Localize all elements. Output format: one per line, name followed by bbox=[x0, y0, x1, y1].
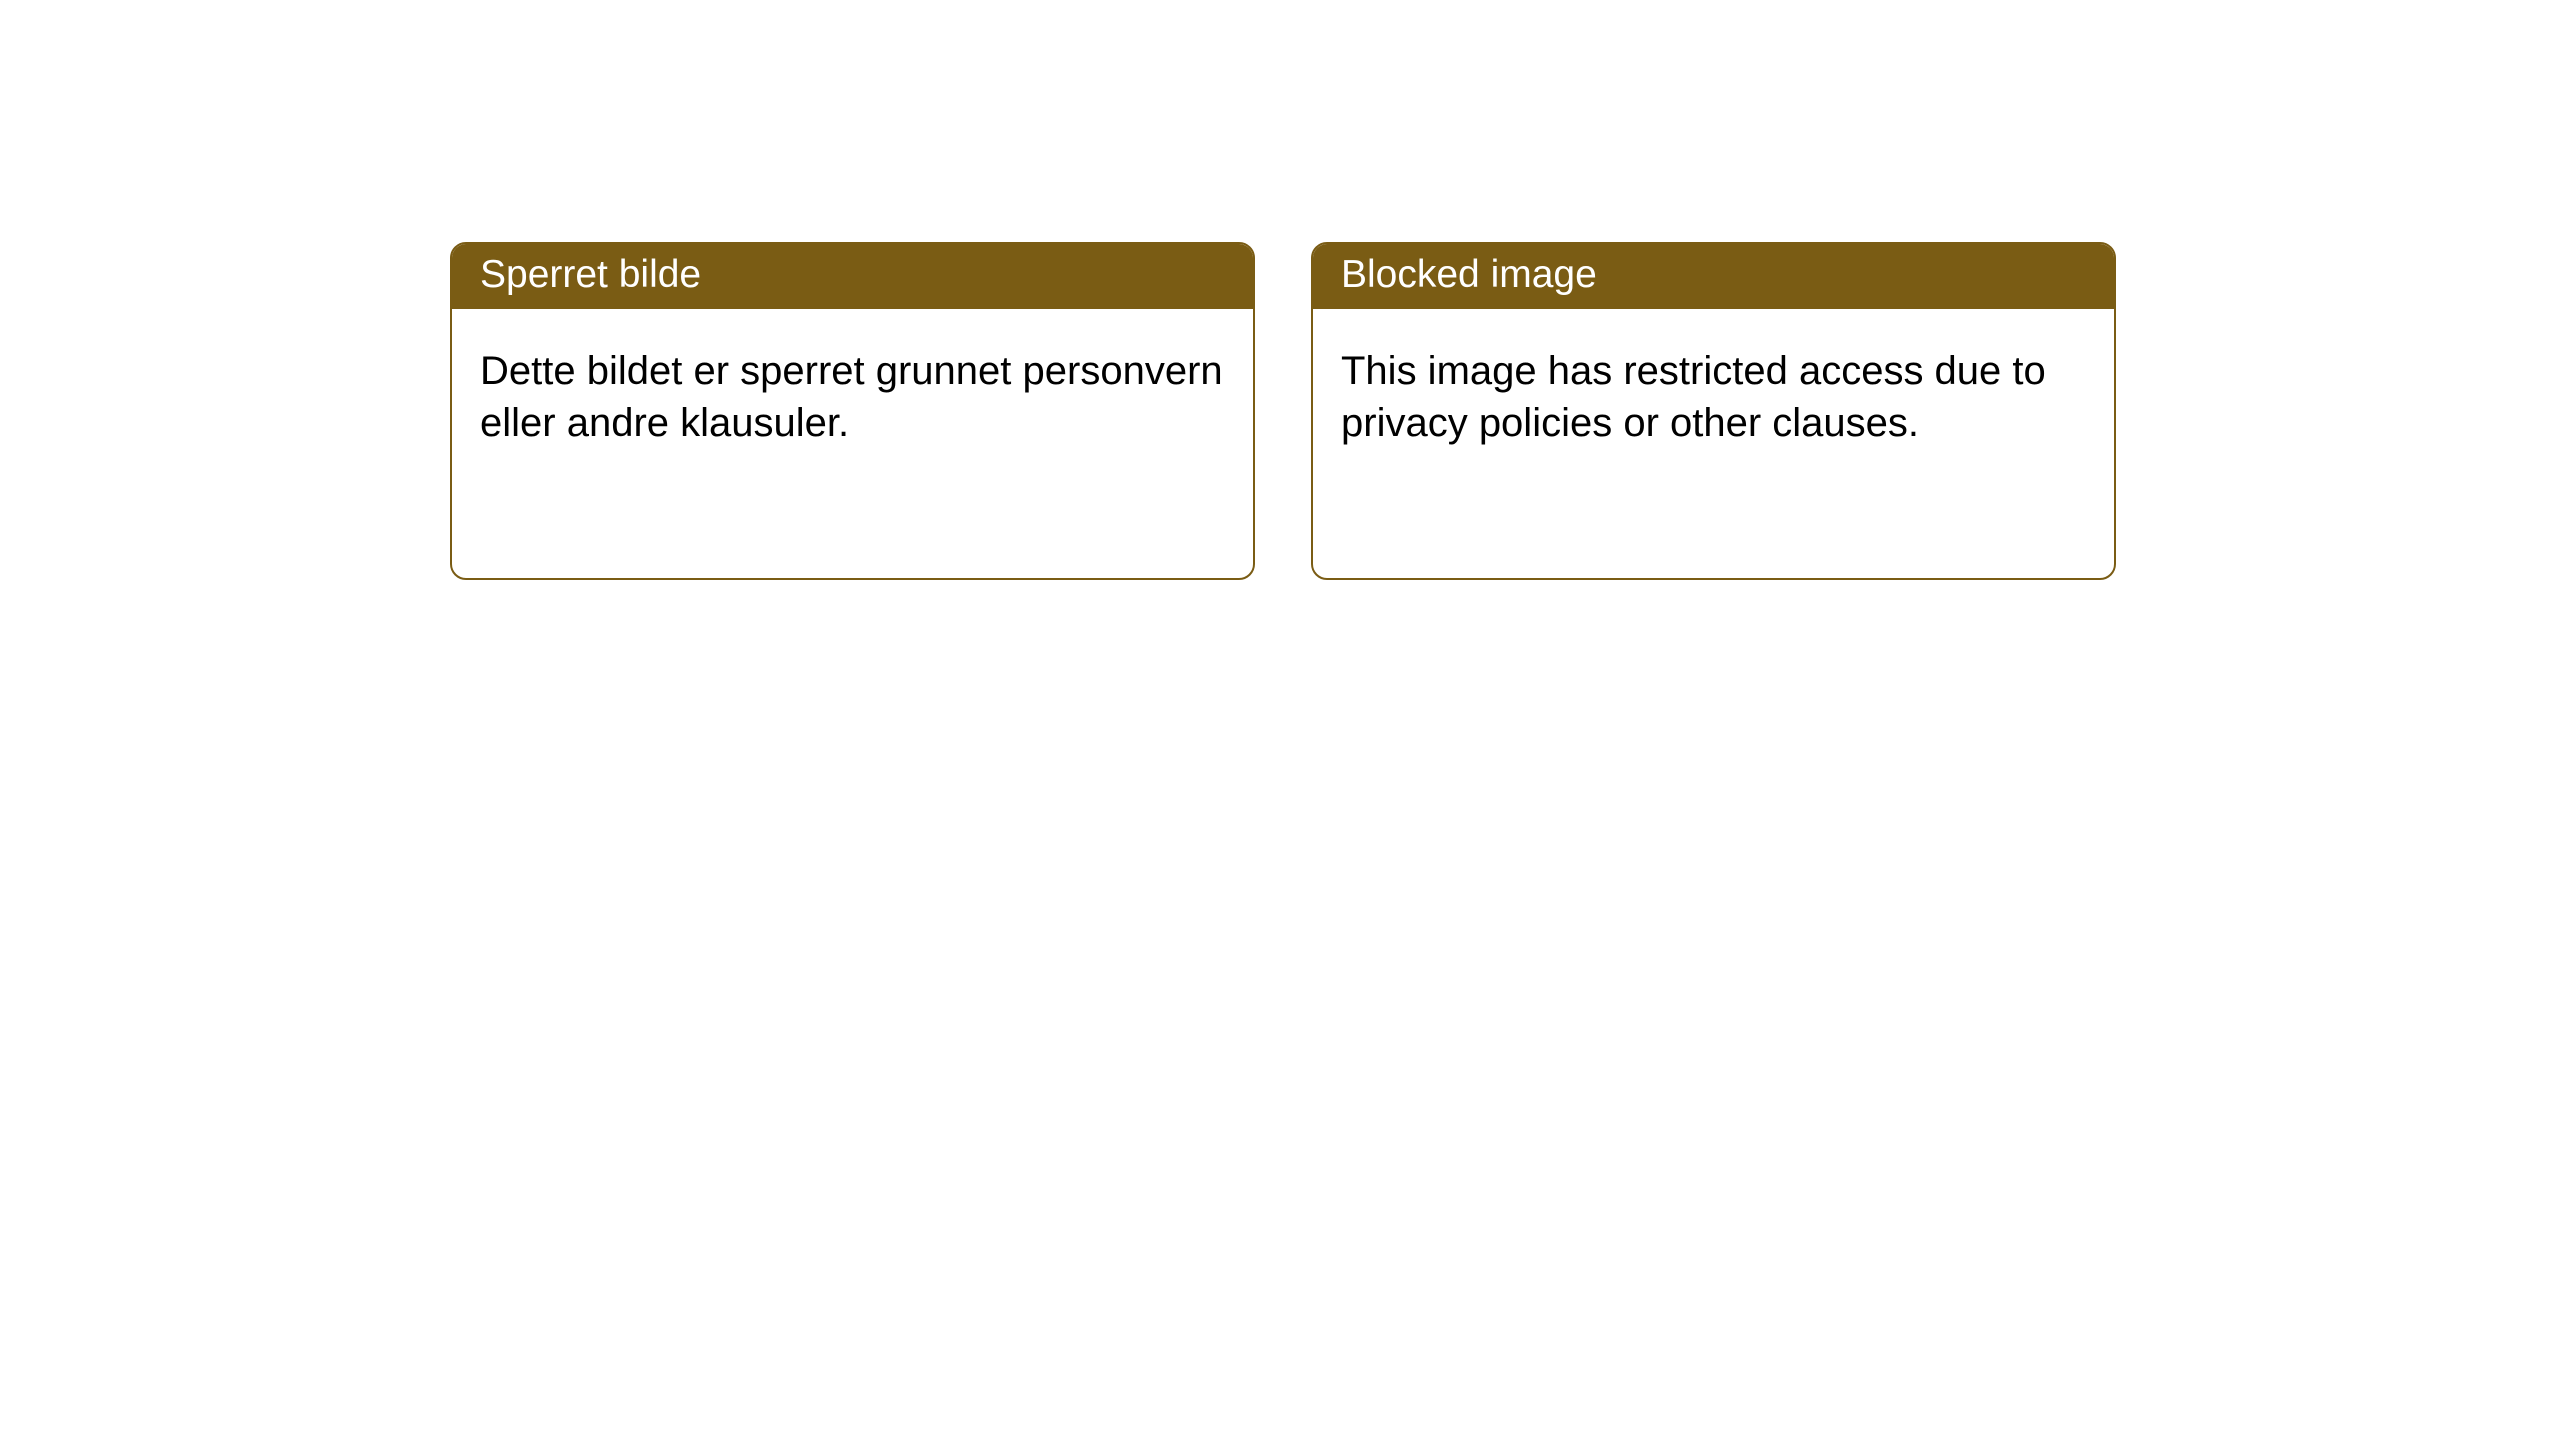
notice-container: Sperret bilde Dette bildet er sperret gr… bbox=[450, 242, 2560, 580]
notice-body-norwegian: Dette bildet er sperret grunnet personve… bbox=[452, 309, 1253, 485]
notice-box-english: Blocked image This image has restricted … bbox=[1311, 242, 2116, 580]
notice-body-english: This image has restricted access due to … bbox=[1313, 309, 2114, 485]
notice-title-english: Blocked image bbox=[1313, 244, 2114, 309]
notice-title-norwegian: Sperret bilde bbox=[452, 244, 1253, 309]
notice-box-norwegian: Sperret bilde Dette bildet er sperret gr… bbox=[450, 242, 1255, 580]
